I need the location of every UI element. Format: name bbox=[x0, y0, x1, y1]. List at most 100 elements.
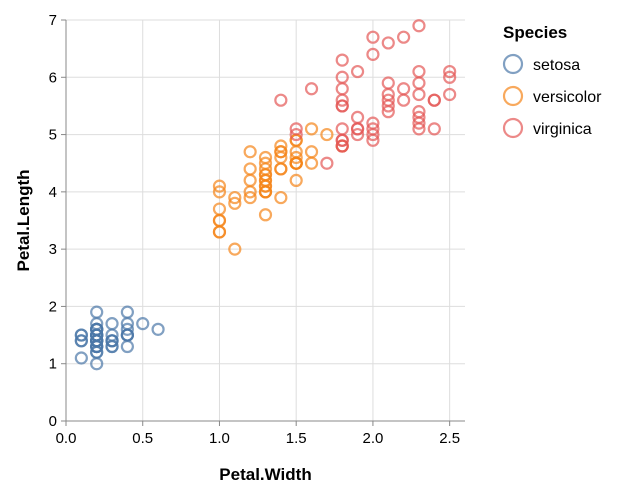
y-tick-label: 7 bbox=[49, 12, 57, 29]
data-point-virginica bbox=[443, 64, 457, 79]
data-point-versicolor bbox=[212, 225, 227, 239]
data-point-versicolor bbox=[258, 208, 273, 222]
data-point-virginica bbox=[381, 105, 395, 119]
legend-title: Species bbox=[503, 23, 567, 42]
data-point-setosa bbox=[74, 351, 88, 365]
data-point-virginica bbox=[397, 82, 411, 96]
data-point-virginica bbox=[366, 30, 380, 44]
data-point-virginica bbox=[412, 76, 426, 90]
data-point-virginica bbox=[366, 47, 380, 61]
data-point-setosa bbox=[120, 339, 134, 354]
data-point-versicolor bbox=[304, 122, 319, 136]
data-point-virginica bbox=[335, 70, 349, 84]
data-point-virginica bbox=[397, 30, 411, 44]
data-point-virginica bbox=[320, 156, 334, 170]
data-point-virginica bbox=[412, 64, 426, 79]
data-point-virginica bbox=[427, 93, 441, 107]
data-point-setosa bbox=[74, 334, 88, 348]
data-point-virginica bbox=[335, 53, 349, 67]
data-point-virginica bbox=[289, 127, 303, 142]
data-point-virginica bbox=[335, 82, 349, 96]
data-point-setosa bbox=[120, 322, 134, 336]
data-point-virginica bbox=[350, 127, 365, 142]
data-point-versicolor bbox=[212, 179, 227, 193]
data-point-versicolor bbox=[228, 190, 242, 205]
y-tick-label: 1 bbox=[49, 356, 57, 373]
data-point-versicolor bbox=[228, 196, 242, 210]
data-point-setosa bbox=[120, 305, 134, 319]
x-tick-label: 2.0 bbox=[362, 430, 383, 447]
data-point-versicolor bbox=[304, 156, 319, 170]
data-point-versicolor bbox=[274, 190, 288, 205]
legend-symbol-virginica bbox=[502, 117, 524, 139]
data-point-setosa bbox=[74, 328, 88, 342]
data-point-virginica bbox=[350, 122, 365, 136]
data-point-setosa bbox=[90, 334, 104, 348]
data-point-versicolor bbox=[243, 162, 257, 176]
y-tick-label: 2 bbox=[49, 298, 57, 315]
data-point-versicolor bbox=[228, 242, 242, 256]
data-point-versicolor bbox=[274, 150, 288, 165]
data-point-setosa bbox=[120, 328, 134, 342]
y-tick-label: 4 bbox=[49, 184, 57, 201]
data-point-versicolor bbox=[304, 145, 319, 159]
axis-layer: 0.0 0.5 1.0 1.5 2.0 2.5 0 1 2 3 4 5 6 7 bbox=[49, 12, 465, 447]
data-point-virginica bbox=[412, 19, 426, 33]
y-axis-title: Petal.Length bbox=[14, 169, 33, 271]
data-point-versicolor bbox=[243, 145, 257, 159]
x-tick-label: 1.0 bbox=[209, 430, 230, 447]
legend-label-virginica: virginica bbox=[533, 121, 592, 138]
data-point-versicolor bbox=[289, 145, 303, 159]
data-point-setosa bbox=[151, 322, 165, 336]
data-point-virginica bbox=[443, 87, 457, 102]
legend-symbol-versicolor bbox=[502, 85, 524, 107]
grid-layer bbox=[65, 19, 465, 422]
data-point-virginica bbox=[335, 99, 349, 113]
legend-label-setosa: setosa bbox=[533, 57, 580, 74]
legend-label-versicolor: versicolor bbox=[533, 89, 602, 106]
data-point-virginica bbox=[366, 133, 380, 147]
data-point-virginica bbox=[350, 64, 365, 79]
data-point-versicolor bbox=[289, 173, 303, 187]
data-point-setosa bbox=[105, 334, 119, 348]
data-point-virginica bbox=[412, 122, 426, 136]
data-point-virginica bbox=[381, 87, 395, 102]
x-axis-title: Petal.Width bbox=[219, 465, 311, 484]
data-point-versicolor bbox=[274, 145, 288, 159]
data-point-versicolor bbox=[243, 190, 257, 205]
legend: Species setosa versicolor virginica bbox=[502, 23, 602, 139]
points-layer bbox=[74, 19, 457, 371]
data-point-versicolor bbox=[289, 150, 303, 165]
y-tick-label: 6 bbox=[49, 69, 57, 86]
y-tick-label: 0 bbox=[49, 413, 57, 430]
data-point-virginica bbox=[350, 110, 365, 124]
legend-items: setosa versicolor virginica bbox=[502, 53, 602, 139]
data-point-virginica bbox=[381, 36, 395, 50]
data-point-virginica bbox=[289, 122, 303, 136]
data-point-versicolor bbox=[320, 127, 334, 142]
data-point-versicolor bbox=[243, 173, 257, 187]
data-point-setosa bbox=[90, 305, 104, 319]
x-tick-label: 1.5 bbox=[286, 430, 307, 447]
data-point-versicolor bbox=[212, 202, 227, 216]
data-point-virginica bbox=[412, 105, 426, 119]
data-point-versicolor bbox=[258, 173, 273, 187]
y-tick-label: 5 bbox=[49, 127, 57, 144]
data-point-virginica bbox=[443, 70, 457, 84]
data-point-virginica bbox=[304, 82, 319, 96]
data-point-virginica bbox=[366, 116, 380, 130]
data-point-virginica bbox=[274, 93, 288, 107]
data-point-setosa bbox=[136, 317, 150, 331]
data-point-setosa bbox=[105, 317, 119, 331]
data-point-virginica bbox=[381, 76, 395, 90]
data-point-versicolor bbox=[274, 162, 288, 176]
data-point-setosa bbox=[90, 328, 104, 342]
data-point-virginica bbox=[335, 139, 349, 153]
x-tick-label: 0.0 bbox=[56, 430, 77, 447]
data-point-versicolor bbox=[258, 179, 273, 193]
x-tick-label: 2.5 bbox=[439, 430, 460, 447]
data-point-virginica bbox=[335, 122, 349, 136]
data-point-versicolor bbox=[212, 185, 227, 199]
